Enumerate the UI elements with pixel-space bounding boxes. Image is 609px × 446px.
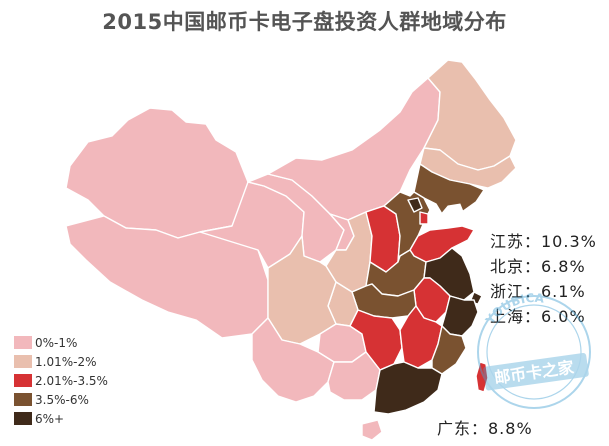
legend-label: 1.01%-2%: [35, 354, 97, 369]
legend-item: 2.01%-3.5%: [14, 372, 108, 389]
region-tianjin: [419, 211, 429, 225]
page-title: 2015中国邮币卡电子盘投资人群地域分布: [102, 10, 507, 34]
legend-label: 3.5%-6%: [35, 392, 89, 407]
legend-item: 6%+: [14, 410, 108, 427]
callout-guangdong: 广东：8.8%: [437, 419, 533, 438]
legend-swatch: [14, 374, 32, 387]
callout-zhejiang: 浙江：6.1%: [490, 282, 586, 301]
legend-swatch: [14, 412, 32, 425]
legend-label: 0%-1%: [35, 335, 78, 350]
legend-swatch: [14, 336, 32, 349]
region-fujian: [431, 325, 467, 375]
legend-label: 6%+: [35, 411, 65, 426]
legend: 0%-1% 1.01%-2% 2.01%-3.5% 3.5%-6% 6%+: [14, 334, 108, 429]
region-guangdong: [373, 361, 443, 415]
legend-swatch: [14, 393, 32, 406]
region-guangxi: [327, 351, 381, 401]
region-beijing: [407, 197, 423, 213]
legend-item: 1.01%-2%: [14, 353, 108, 370]
callout-shanghai: 上海：6.0%: [490, 307, 586, 326]
region-hainan: [361, 419, 383, 441]
legend-swatch: [14, 355, 32, 368]
callout-list: 江苏：10.3% 北京：6.8% 浙江：6.1% 上海：6.0%: [490, 229, 597, 329]
bohai-sea: [437, 203, 465, 229]
callout-beijing: 北京：6.8%: [490, 257, 586, 276]
legend-label: 2.01%-3.5%: [35, 373, 108, 388]
legend-item: 3.5%-6%: [14, 391, 108, 408]
callout-jiangsu: 江苏：10.3%: [490, 232, 597, 251]
legend-item: 0%-1%: [14, 334, 108, 351]
region-taiwan: [475, 361, 489, 393]
